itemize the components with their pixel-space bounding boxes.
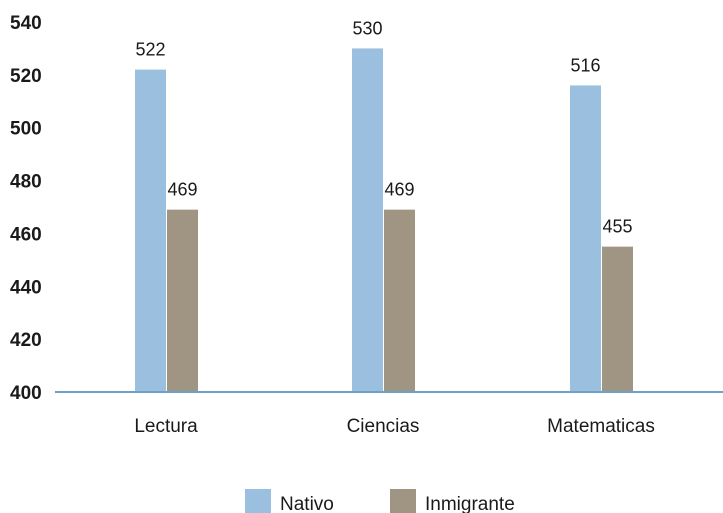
x-axis: Lectura Ciencias Matematicas	[55, 391, 723, 437]
bar-nativo-ciencias	[352, 48, 383, 393]
y-tick-label: 420	[10, 330, 42, 351]
data-label: 530	[352, 18, 382, 38]
legend-label-nativo: Nativo	[280, 494, 334, 513]
bar-inmigrante-lectura	[167, 209, 198, 392]
legend-label-inmigrante: Inmigrante	[425, 494, 515, 513]
x-tick-label: Lectura	[134, 416, 198, 437]
x-tick-label: Ciencias	[347, 416, 420, 437]
legend-swatch-nativo	[245, 489, 271, 513]
data-label: 516	[570, 55, 600, 75]
y-tick-label: 480	[10, 172, 42, 193]
bar-inmigrante-ciencias	[384, 209, 415, 392]
data-label: 455	[602, 217, 632, 237]
y-tick-label: 440	[10, 277, 42, 298]
legend: Nativo Inmigrante	[245, 489, 515, 513]
y-tick-label: 400	[10, 383, 42, 404]
x-tick-label: Matematicas	[547, 416, 655, 437]
legend-swatch-inmigrante	[390, 489, 416, 513]
data-label: 469	[384, 180, 414, 200]
bar-nativo-lectura	[135, 69, 166, 393]
y-tick-label: 540	[10, 13, 42, 34]
bar-inmigrante-matematicas	[602, 246, 633, 392]
data-label: 469	[167, 180, 197, 200]
y-axis: 400 420 440 460 480 500 520 540	[10, 13, 42, 404]
y-tick-label: 520	[10, 66, 42, 87]
plot-area: 522 469 530 469 516 455	[135, 18, 633, 393]
y-tick-label: 500	[10, 119, 42, 140]
data-label: 522	[135, 40, 165, 60]
bar-nativo-matematicas	[570, 85, 601, 392]
y-tick-label: 460	[10, 224, 42, 245]
